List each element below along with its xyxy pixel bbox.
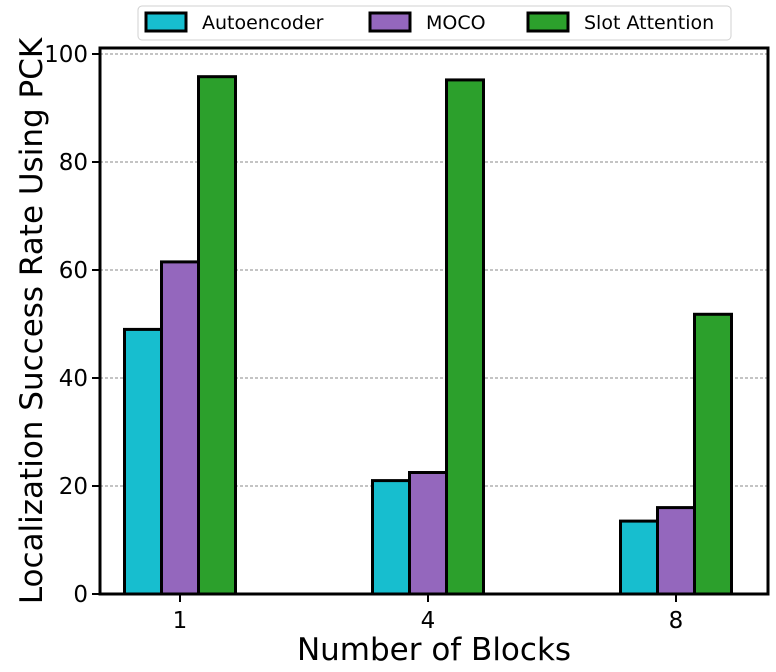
bar-moco-8 (656, 506, 696, 596)
legend-label: MOCO (426, 12, 486, 34)
legend-swatch-autoencoder (144, 11, 188, 33)
y-axis-label: Localization Success Rate Using PCK (14, 37, 50, 604)
y-tick-label: 0 (73, 582, 88, 608)
bar-slot-attention-8 (693, 312, 733, 596)
bar-slot-attention-1 (197, 75, 237, 596)
bar-slot-attention-4 (445, 78, 485, 596)
bars (123, 75, 733, 596)
bar-moco-4 (408, 471, 448, 596)
bar-autoencoder-8 (619, 519, 659, 596)
x-tick-label: 8 (669, 608, 684, 634)
y-tick-label: 80 (59, 150, 88, 176)
bar-moco-1 (160, 260, 200, 596)
legend: Autoencoder MOCO Slot Attention (137, 5, 732, 41)
x-tick-label: 1 (173, 608, 188, 634)
legend-box (137, 5, 732, 41)
y-tick-label: 40 (59, 366, 88, 392)
y-tick-label: 20 (59, 474, 88, 500)
bar-autoencoder-4 (371, 479, 411, 596)
x-tick-label: 4 (421, 608, 436, 634)
legend-label: Slot Attention (584, 12, 714, 34)
x-axis: 1 4 8 (173, 594, 684, 634)
y-tick-label: 100 (44, 42, 88, 68)
plot-frame (98, 46, 770, 596)
x-axis-label: Number of Blocks (297, 632, 571, 668)
legend-swatch-slot-attention (526, 11, 570, 33)
legend-swatch-moco (368, 11, 412, 33)
y-tick-label: 60 (59, 258, 88, 284)
y-axis: 0 20 40 60 80 100 (44, 42, 100, 608)
bar-autoencoder-1 (123, 327, 163, 596)
legend-label: Autoencoder (202, 12, 324, 34)
